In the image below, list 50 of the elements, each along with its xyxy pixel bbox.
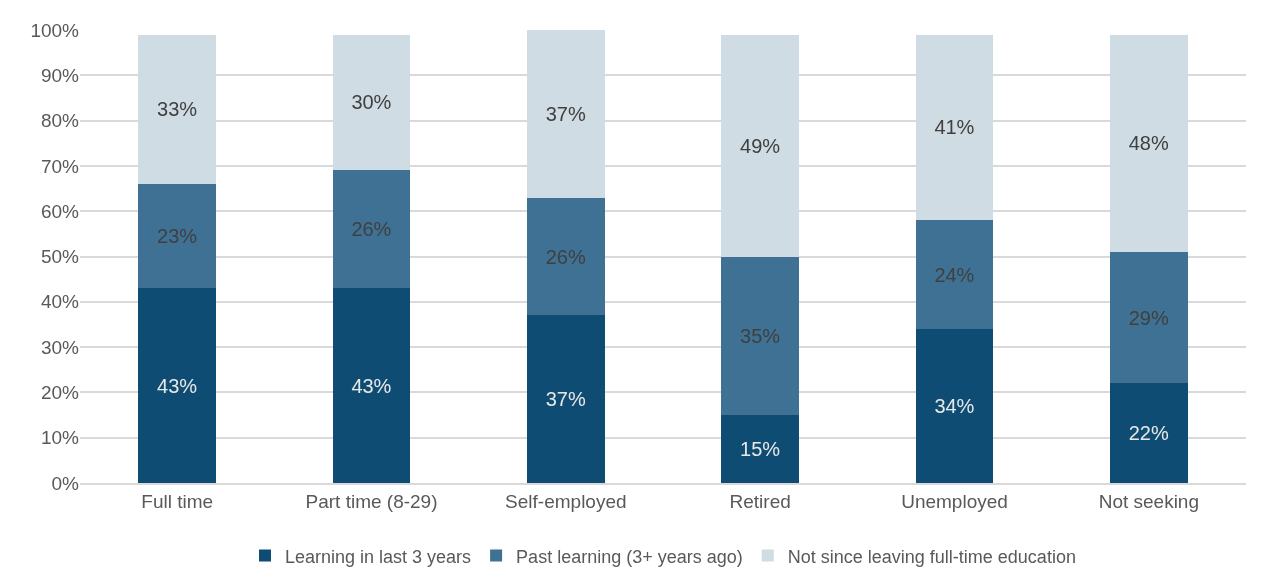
data-label: 33%: [157, 98, 198, 121]
y-tick-label: 90%: [40, 64, 80, 86]
data-label: 23%: [157, 225, 198, 248]
data-label: 34%: [934, 394, 975, 417]
x-tick-label: Self-employed: [505, 490, 627, 512]
y-tick-label: 10%: [40, 427, 80, 449]
data-label: 37%: [545, 102, 586, 125]
data-label: 43%: [157, 374, 198, 397]
data-label: 15%: [740, 438, 781, 461]
data-label: 41%: [934, 116, 975, 139]
bar: [138, 288, 217, 483]
y-tick-label: 0%: [51, 472, 80, 494]
data-label: 37%: [545, 388, 586, 411]
bar: [526, 197, 605, 316]
y-tick-label: 100%: [30, 19, 80, 41]
x-tick-label: Retired: [729, 490, 791, 512]
legend-label: Past learning (3+ years ago): [516, 546, 743, 567]
bar: [1109, 251, 1188, 384]
x-tick-label: Full time: [141, 490, 214, 512]
y-tick-label: 70%: [40, 155, 80, 177]
data-label: 48%: [1128, 132, 1169, 155]
data-label: 49%: [740, 134, 781, 157]
y-tick-label: 40%: [40, 291, 80, 313]
legend-label: Not since leaving full-time education: [787, 546, 1076, 567]
y-tick-label: 20%: [40, 382, 80, 404]
x-tick-label: Not seeking: [1098, 490, 1199, 512]
bar: [138, 184, 217, 289]
data-label: 43%: [351, 374, 392, 397]
bar: [332, 288, 411, 483]
data-label: 29%: [1128, 306, 1169, 329]
y-tick-label: 30%: [40, 336, 80, 358]
y-tick-label: 50%: [40, 246, 80, 268]
y-tick-label: 60%: [40, 200, 80, 222]
bar: [721, 415, 800, 483]
y-tick-label: 80%: [40, 110, 80, 132]
data-label: 22%: [1128, 422, 1169, 445]
data-label: 26%: [351, 218, 392, 241]
legend-label: Learning in last 3 years: [285, 546, 472, 567]
data-label: 24%: [934, 263, 975, 286]
bar: [332, 170, 411, 289]
x-tick-label: Part time (8-29): [305, 490, 438, 512]
x-tick-label: Unemployed: [901, 490, 1008, 512]
data-label: 26%: [545, 245, 586, 268]
bar: [915, 328, 994, 483]
data-label: 35%: [740, 324, 781, 347]
bar: [721, 256, 800, 416]
bar: [915, 220, 994, 329]
bar: [1109, 383, 1188, 483]
data-label: 30%: [351, 91, 392, 114]
bar: [526, 315, 605, 483]
